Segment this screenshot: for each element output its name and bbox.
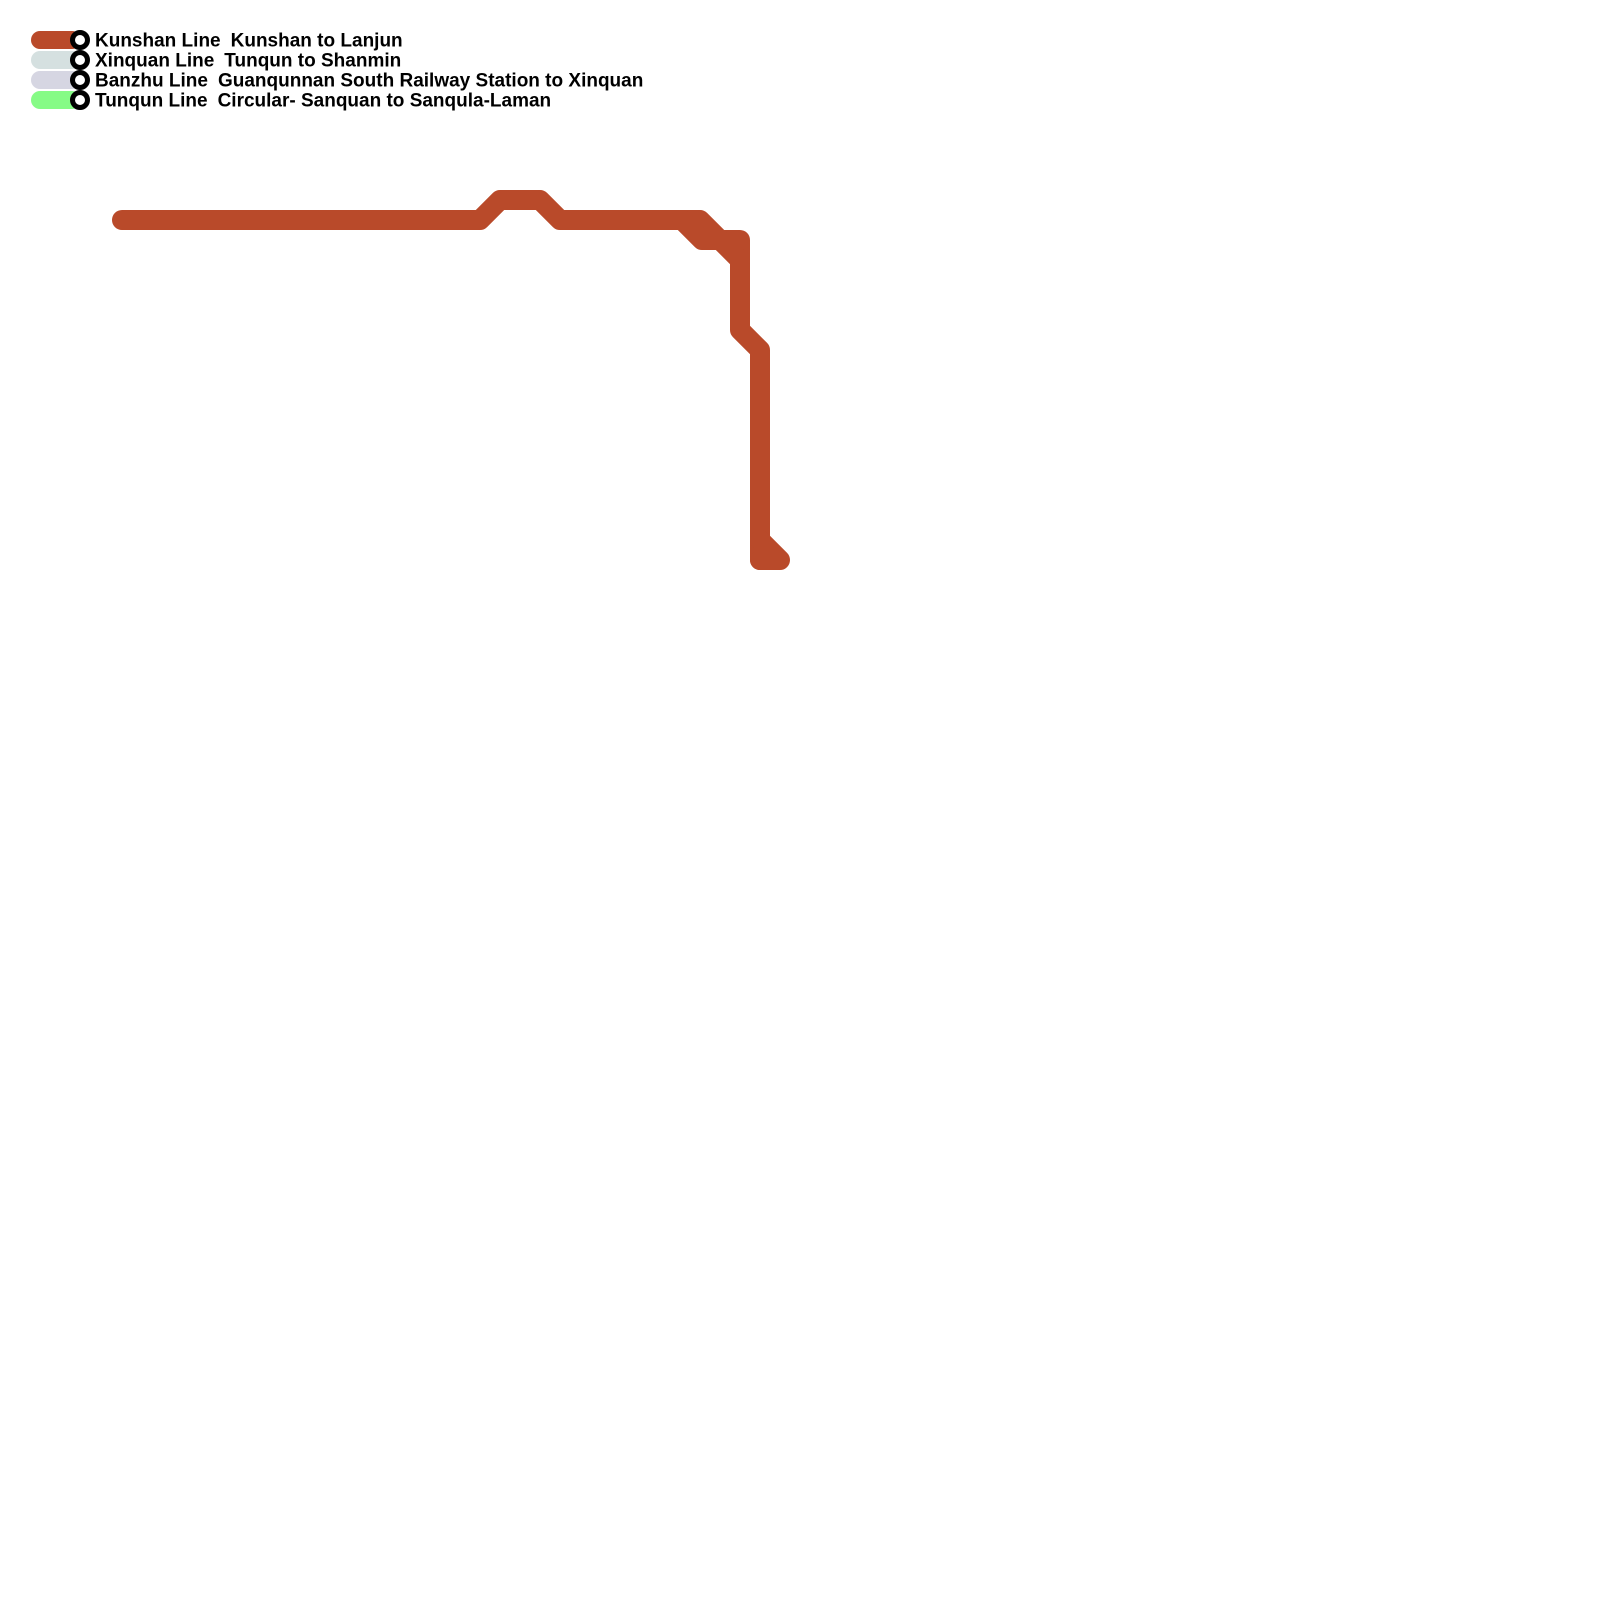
station-marker-icon xyxy=(70,50,90,70)
legend-line-name: Xinquan Line xyxy=(95,51,214,72)
legend-route: Kunshan to Lanjun xyxy=(231,31,403,52)
legend-label: Kunshan Line Kunshan to Lanjun xyxy=(95,31,403,52)
station-marker-icon xyxy=(70,70,90,90)
legend-route: Guanqunnan South Railway Station to Xinq… xyxy=(218,71,643,92)
kunshan-line-main-track xyxy=(112,190,785,570)
station-marker-icon xyxy=(70,90,90,110)
kunshan-line-parallel-track xyxy=(672,210,750,270)
legend-label: Tunqun Line Circular- Sanquan to Sanqula-… xyxy=(95,91,551,112)
kunshan-line-route xyxy=(112,190,790,570)
station-marker-icon xyxy=(70,30,90,50)
legend-line-name: Tunqun Line xyxy=(95,91,208,112)
legend-label: Xinquan Line Tunqun to Shanmin xyxy=(95,51,401,72)
legend-line-name: Banzhu Line xyxy=(95,71,208,92)
legend-line-name: Kunshan Line xyxy=(95,31,221,52)
kunshan-line-terminus xyxy=(750,530,790,570)
legend-route: Tunqun to Shanmin xyxy=(224,51,401,72)
legend-label: Banzhu Line Guanqunnan South Railway Stat… xyxy=(95,71,643,92)
legend-route: Circular- Sanquan to Sanqula-Laman xyxy=(218,91,552,112)
